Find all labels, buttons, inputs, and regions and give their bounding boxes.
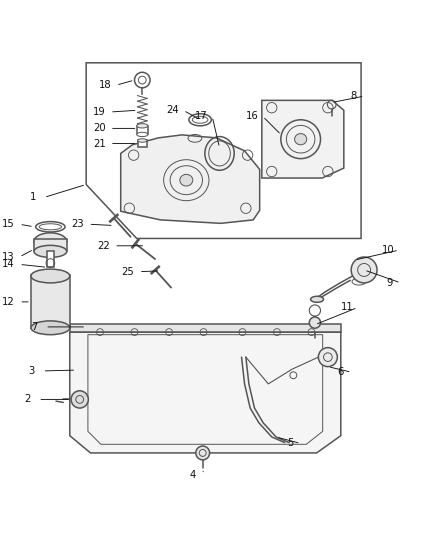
Text: 1: 1 bbox=[30, 192, 36, 203]
Ellipse shape bbox=[31, 321, 70, 335]
FancyBboxPatch shape bbox=[47, 251, 54, 268]
Text: 22: 22 bbox=[97, 241, 110, 251]
Ellipse shape bbox=[34, 233, 67, 250]
Text: 11: 11 bbox=[340, 303, 353, 312]
Text: 17: 17 bbox=[195, 111, 208, 122]
Text: 23: 23 bbox=[71, 219, 84, 229]
Text: 21: 21 bbox=[93, 139, 106, 149]
Text: 15: 15 bbox=[2, 219, 15, 229]
Text: 6: 6 bbox=[338, 367, 344, 377]
Ellipse shape bbox=[138, 139, 147, 142]
Text: 3: 3 bbox=[28, 366, 35, 376]
Ellipse shape bbox=[31, 269, 70, 283]
Text: 20: 20 bbox=[93, 124, 106, 133]
Text: 14: 14 bbox=[2, 260, 15, 269]
Ellipse shape bbox=[34, 245, 67, 257]
Text: 8: 8 bbox=[351, 91, 357, 101]
FancyBboxPatch shape bbox=[70, 324, 341, 332]
Ellipse shape bbox=[137, 124, 148, 128]
Text: 25: 25 bbox=[122, 266, 134, 277]
FancyBboxPatch shape bbox=[137, 126, 148, 134]
Ellipse shape bbox=[137, 132, 148, 136]
Circle shape bbox=[318, 348, 337, 367]
Text: 18: 18 bbox=[99, 80, 112, 90]
Text: 5: 5 bbox=[287, 439, 293, 448]
Text: 19: 19 bbox=[93, 107, 106, 117]
Text: 12: 12 bbox=[2, 297, 15, 307]
FancyBboxPatch shape bbox=[34, 239, 67, 252]
Text: 2: 2 bbox=[24, 394, 31, 405]
FancyBboxPatch shape bbox=[138, 141, 147, 147]
Polygon shape bbox=[262, 100, 344, 178]
Ellipse shape bbox=[295, 134, 307, 145]
Text: 10: 10 bbox=[382, 245, 395, 255]
Polygon shape bbox=[121, 135, 260, 223]
Ellipse shape bbox=[311, 296, 324, 302]
Text: 9: 9 bbox=[387, 278, 393, 288]
FancyBboxPatch shape bbox=[31, 275, 70, 328]
Text: 16: 16 bbox=[246, 111, 258, 122]
Text: 4: 4 bbox=[190, 470, 196, 480]
Circle shape bbox=[309, 317, 321, 328]
Text: 13: 13 bbox=[2, 252, 15, 262]
Circle shape bbox=[196, 446, 210, 460]
Polygon shape bbox=[70, 332, 341, 453]
Circle shape bbox=[351, 257, 377, 283]
Ellipse shape bbox=[180, 174, 193, 186]
Text: 7: 7 bbox=[31, 322, 38, 332]
Text: 24: 24 bbox=[166, 106, 179, 115]
Circle shape bbox=[71, 391, 88, 408]
